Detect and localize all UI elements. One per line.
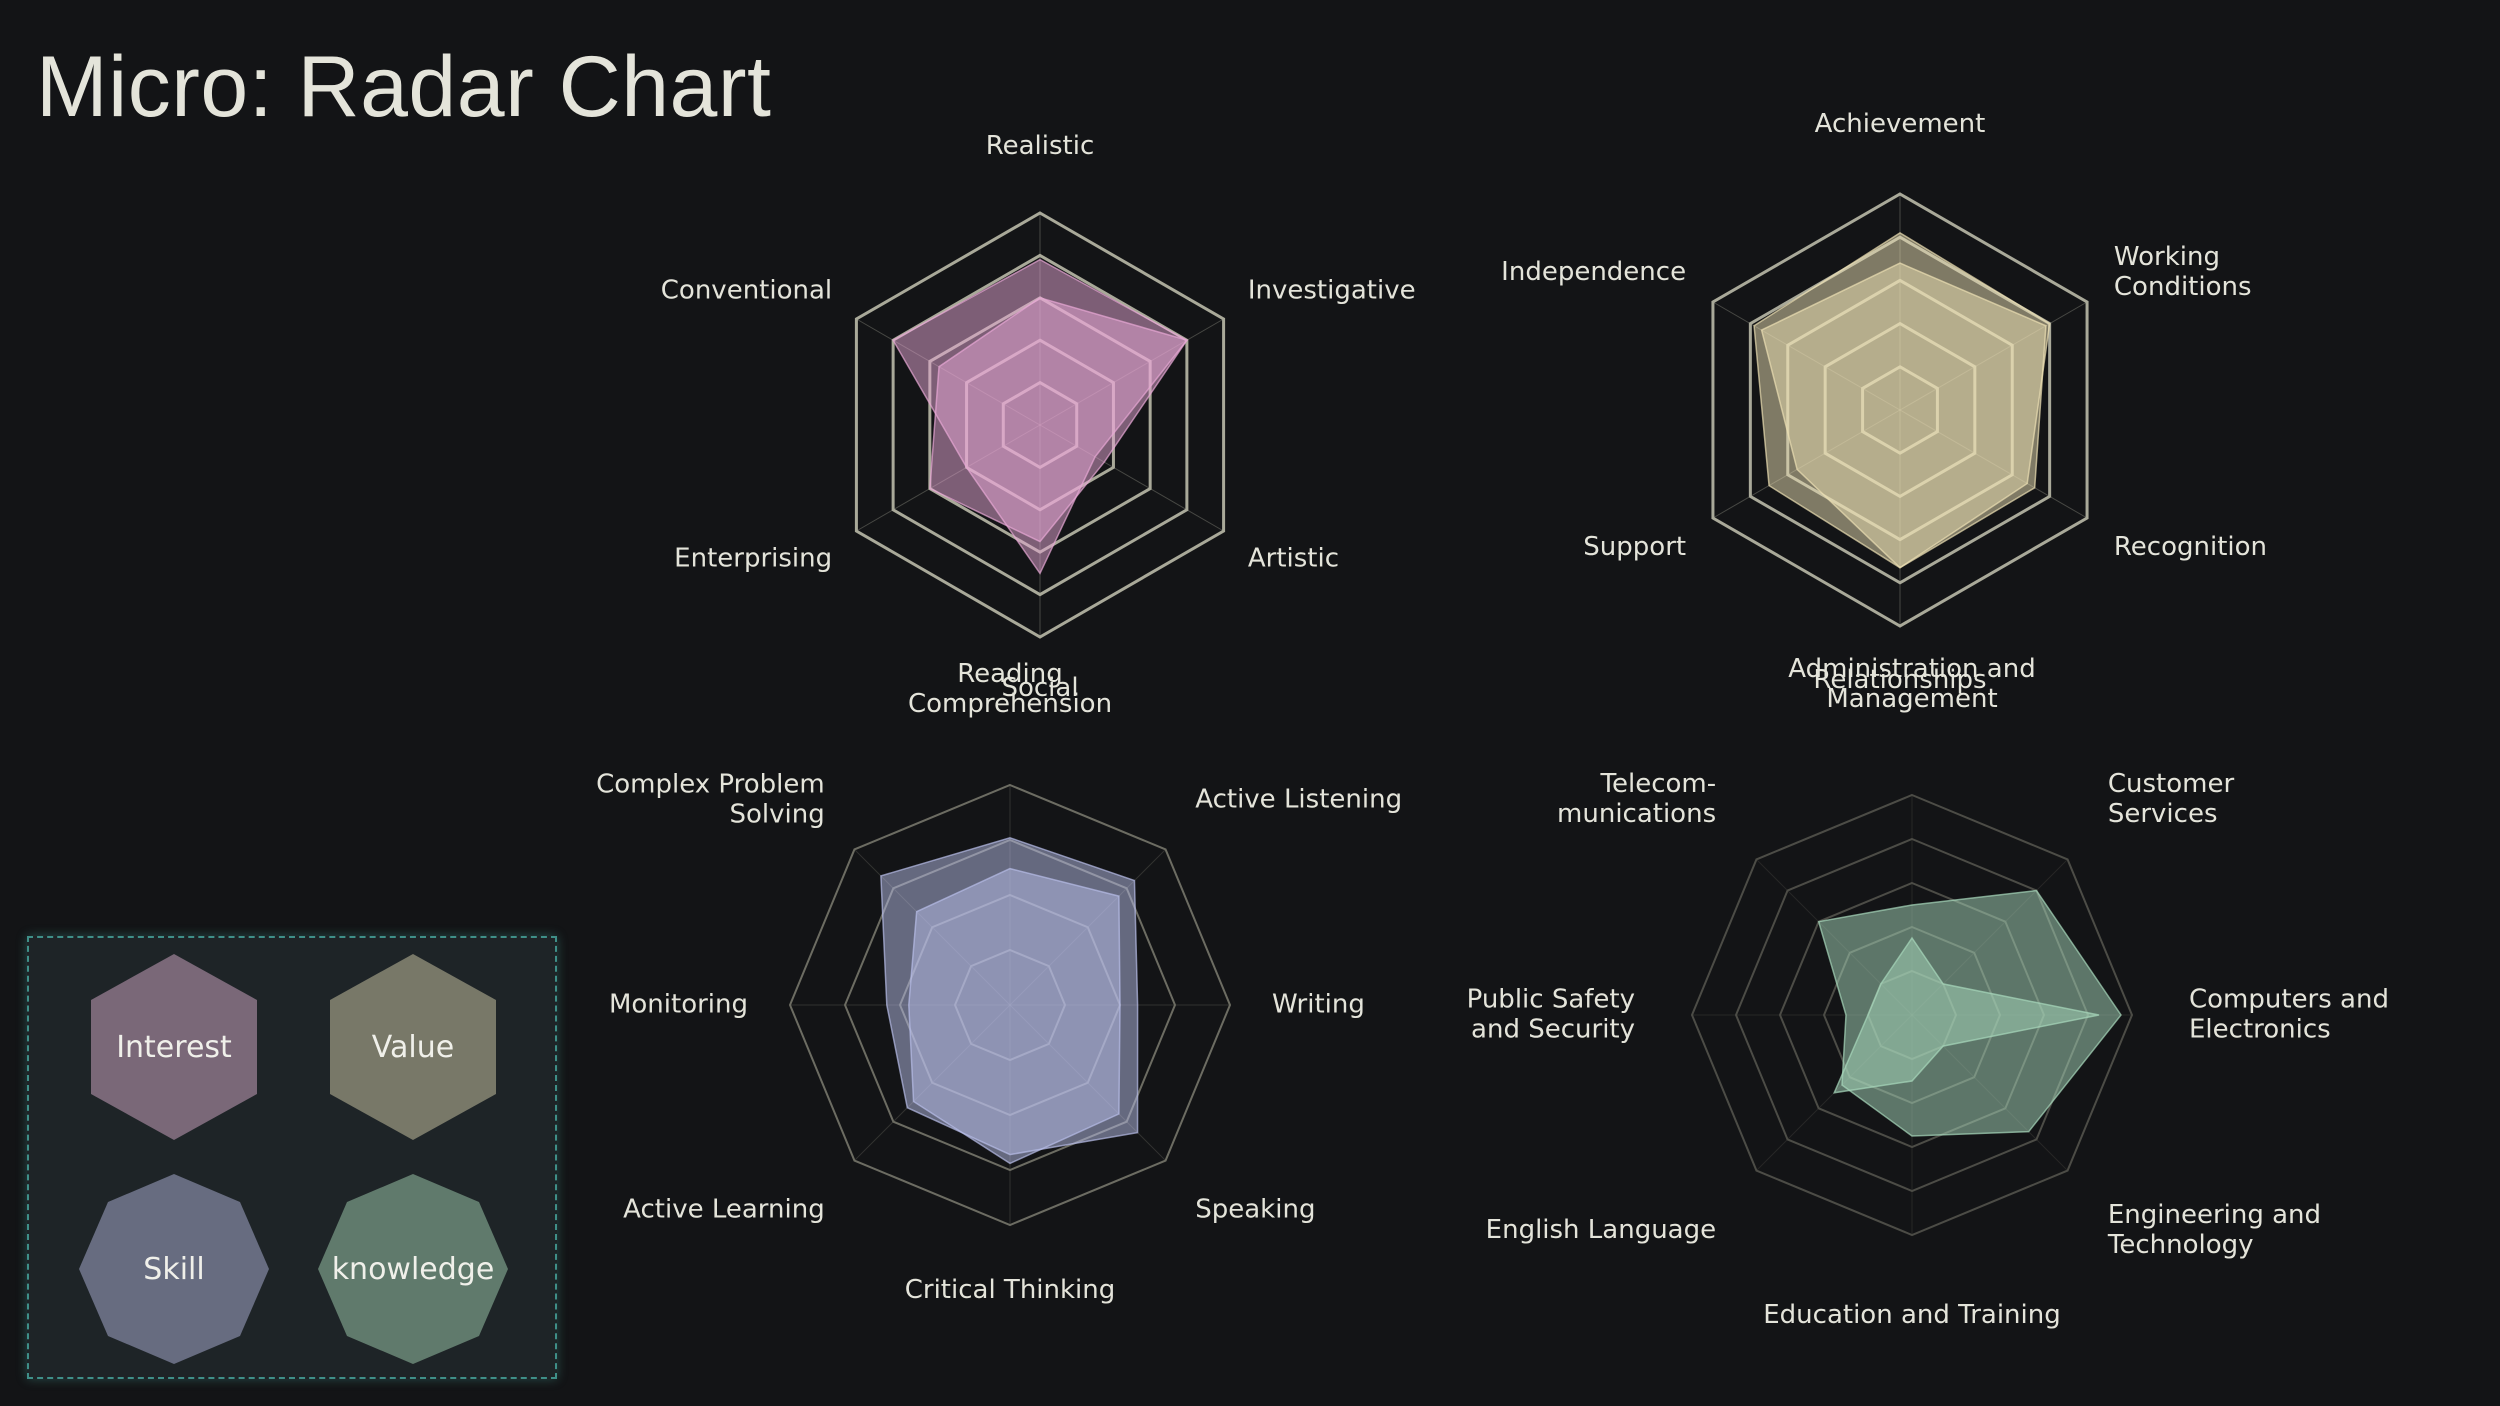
radar-chart-interest: Realistic Investigative Artistic Social Ente… [661, 131, 1416, 703]
axis-label: Reading Comprehension [908, 659, 1112, 719]
axis-label: Enterprising [674, 544, 832, 574]
axis-label: Computers and Electronics [2189, 985, 2389, 1045]
legend-item-skill[interactable]: Skill [79, 1174, 269, 1364]
legend-label-value: Value [371, 1029, 455, 1065]
axis-label: Complex Problem Solving [596, 769, 825, 829]
axis-label: Active Listening [1195, 784, 1402, 814]
radar-chart-knowledge: Administration and Management Customer Serv… [1467, 654, 2389, 1330]
axis-label: Support [1583, 532, 1686, 562]
axis-label: Customer Services [2108, 769, 2235, 829]
grid-ring [788, 783, 1232, 1227]
axis-label: Working Conditions [2114, 242, 2252, 302]
series-polygon-2 [1760, 262, 2047, 569]
grid-ring [1711, 192, 2089, 628]
axis-label: Telecom-munications [1557, 769, 1716, 829]
axis-label: Conventional [661, 276, 832, 306]
legend-panel: Interest Value Skill knowledge [27, 936, 557, 1379]
axis-label: Monitoring [609, 990, 748, 1020]
legend-label-knowledge: knowledge [331, 1251, 495, 1287]
hexagon-icon [91, 954, 257, 1140]
legend-item-knowledge[interactable]: knowledge [318, 1174, 508, 1364]
series-polygon-2 [908, 867, 1121, 1165]
series-polygon-2 [1832, 936, 2100, 1094]
axis-label: Realistic [986, 131, 1095, 161]
axis-label: Relationships [1813, 665, 1986, 695]
axis-label: English Language [1486, 1215, 1716, 1245]
axis-label: Public Safety and Security [1467, 985, 1635, 1045]
axis-label: Achievement [1815, 109, 1986, 139]
hexagon-icon [330, 954, 496, 1140]
legend-label-interest: Interest [116, 1029, 232, 1065]
axis-label: Administration and Management [1788, 654, 2035, 714]
grid-ring [843, 838, 1177, 1172]
series-polygon-2 [929, 296, 1189, 543]
grid-ring [854, 211, 1226, 639]
axis-label: Education and Training [1763, 1300, 2060, 1330]
page-title: Micro: Radar Chart [36, 39, 772, 135]
axis-label: Investigative [1248, 276, 1416, 306]
grid-ring [1690, 793, 2134, 1237]
axis-label: Engineering and Technology [2107, 1200, 2321, 1260]
axis-label: Artistic [1248, 544, 1339, 574]
radar-chart-skill: Reading Comprehension Active Listening Writ… [596, 659, 1402, 1305]
axis-label: Writing [1272, 990, 1365, 1020]
axis-label: Independence [1501, 257, 1686, 287]
legend-item-interest[interactable]: Interest [79, 952, 269, 1142]
octagon-icon [79, 1174, 269, 1364]
axis-label: Recognition [2114, 532, 2267, 562]
octagon-icon [318, 1174, 508, 1364]
radar-chart-value: Achievement Working Conditions Recognition R… [1501, 109, 2267, 695]
axis-label: Speaking [1195, 1195, 1315, 1225]
axis-label: Critical Thinking [905, 1275, 1116, 1305]
axis-label: Social [1001, 673, 1078, 703]
legend-label-skill: Skill [143, 1251, 205, 1287]
legend-item-value[interactable]: Value [318, 952, 508, 1142]
axis-label: Active Learning [623, 1195, 825, 1225]
